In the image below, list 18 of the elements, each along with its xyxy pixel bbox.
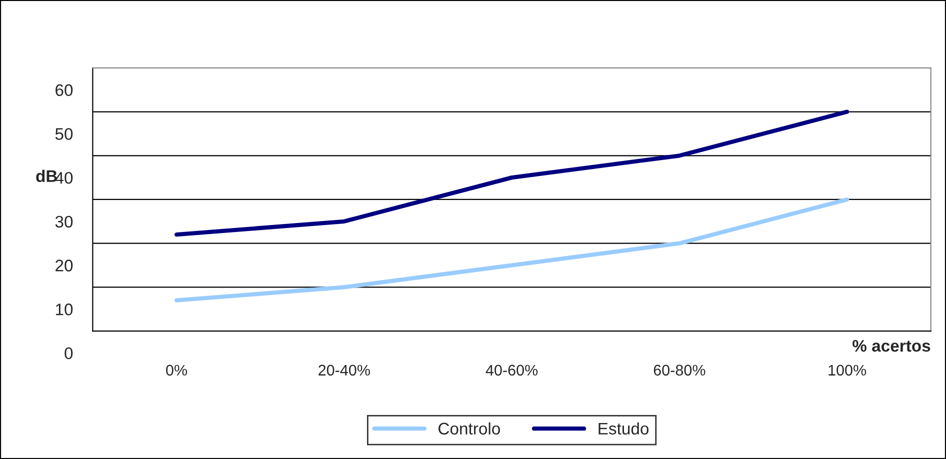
x-tick-label: 0% — [166, 364, 188, 376]
y-tick-label: 30 — [55, 216, 73, 228]
y-tick-label: 10 — [56, 304, 73, 316]
x-tick-label: 60-80% — [654, 364, 706, 376]
y-tick-label: 40 — [55, 172, 73, 184]
legend-label: Estudo — [598, 422, 649, 435]
y-axis-title: dB — [36, 170, 57, 182]
y-tick-label: 60 — [56, 84, 73, 96]
y-tick-label: 0 — [64, 347, 73, 360]
x-tick-label: 20-40% — [318, 364, 370, 376]
y-tick-label: 50 — [55, 128, 73, 140]
line-series — [174, 197, 850, 302]
x-axis-title: % acertos — [852, 340, 930, 352]
y-tick-label: 20 — [56, 260, 73, 272]
legend-label: Controlo — [438, 422, 500, 435]
x-tick-label: 40-60% — [486, 364, 538, 376]
line-series — [174, 110, 850, 237]
x-tick-label: 100% — [828, 364, 866, 376]
